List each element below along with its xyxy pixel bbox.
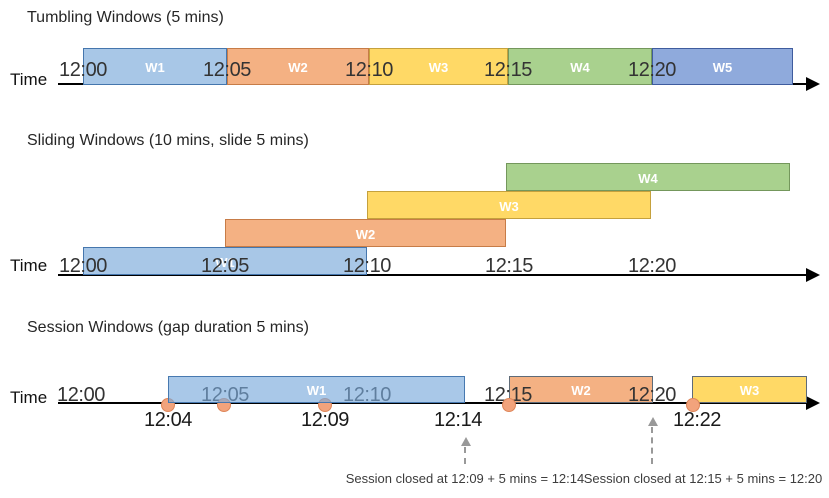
- tumbling-window-w4: W4: [508, 48, 652, 85]
- tumbling-time-axis-label: Time: [10, 70, 48, 89]
- session-axis-arrowhead-icon: [806, 396, 820, 410]
- window-label: W2: [355, 227, 376, 242]
- session-closed-annotation-2: Session closed at 12:15 + 5 mins = 12:20: [583, 471, 823, 486]
- session-window-w3: W3: [692, 376, 807, 403]
- window-label: W3: [739, 383, 760, 398]
- window-label: W3: [499, 199, 519, 214]
- session-tick-1215: 12:15: [483, 384, 533, 406]
- sliding-window-w3: W3: [367, 191, 651, 219]
- session-closed-annotation-1: Session closed at 12:09 + 5 mins = 12:14: [345, 471, 585, 486]
- event-dot-1222: [686, 398, 700, 412]
- tumbling-title: Tumbling Windows (5 mins): [27, 9, 224, 26]
- session-closed-arrow-icon: [648, 417, 658, 426]
- tumbling-tick-1205: 12:05: [202, 59, 252, 81]
- sliding-window-w1: W1: [83, 247, 367, 275]
- tumbling-window-w1: W1: [83, 48, 227, 85]
- sliding-title: Sliding Windows (10 mins, slide 5 mins): [27, 132, 309, 149]
- tumbling-axis-arrowhead-icon: [806, 77, 820, 91]
- window-label: W3: [428, 60, 449, 75]
- window-label: W5: [712, 60, 733, 75]
- sliding-tick-1200: 12:00: [58, 255, 108, 277]
- event-label-1222: 12:22: [672, 409, 722, 431]
- window-label: W1: [145, 60, 165, 75]
- session-time-axis-label: Time: [10, 388, 48, 407]
- sliding-axis-arrowhead-icon: [806, 268, 820, 282]
- session-closed-arrow-stem: [464, 447, 466, 464]
- tumbling-tick-1200: 12:00: [58, 59, 108, 81]
- session-title: Session Windows (gap duration 5 mins): [27, 319, 309, 336]
- window-label: W4: [638, 171, 658, 186]
- tumbling-tick-1215: 12:15: [483, 59, 533, 81]
- sliding-tick-1215: 12:15: [484, 255, 534, 277]
- sliding-time-axis: [58, 274, 808, 276]
- event-label-1209: 12:09: [300, 409, 350, 431]
- session-closed-arrow-stem: [651, 427, 653, 464]
- tumbling-window-w2: W2: [227, 48, 369, 85]
- tumbling-tick-1210: 12:10: [344, 59, 394, 81]
- sliding-time-axis-label: Time: [10, 256, 48, 275]
- sliding-tick-1210: 12:10: [342, 255, 392, 277]
- sliding-tick-1220: 12:20: [627, 255, 677, 277]
- window-label: W1: [306, 383, 327, 398]
- sliding-window-w4: W4: [506, 163, 790, 191]
- sliding-window-w2: W2: [225, 219, 506, 247]
- window-label: W2: [288, 60, 308, 75]
- window-label: W1: [215, 255, 235, 270]
- tumbling-window-w3: W3: [369, 48, 508, 85]
- event-label-1204: 12:04: [143, 409, 193, 431]
- session-tick-1220: 12:20: [627, 384, 677, 406]
- tumbling-window-w5: W5: [652, 48, 793, 85]
- session-tick-1200: 12:00: [56, 384, 106, 406]
- session-window-w1: W1: [168, 376, 465, 403]
- window-label: W4: [570, 60, 590, 75]
- event-dot-1215: [502, 398, 516, 412]
- session-time-axis: [58, 402, 808, 404]
- session-window-w2: W2: [509, 376, 653, 403]
- tumbling-tick-1220: 12:20: [627, 59, 677, 81]
- window-label: W2: [571, 383, 591, 398]
- event-label-1214: 12:14: [433, 409, 483, 431]
- session-closed-arrow-icon: [461, 437, 471, 446]
- sliding-tick-1205: 12:05: [200, 255, 250, 277]
